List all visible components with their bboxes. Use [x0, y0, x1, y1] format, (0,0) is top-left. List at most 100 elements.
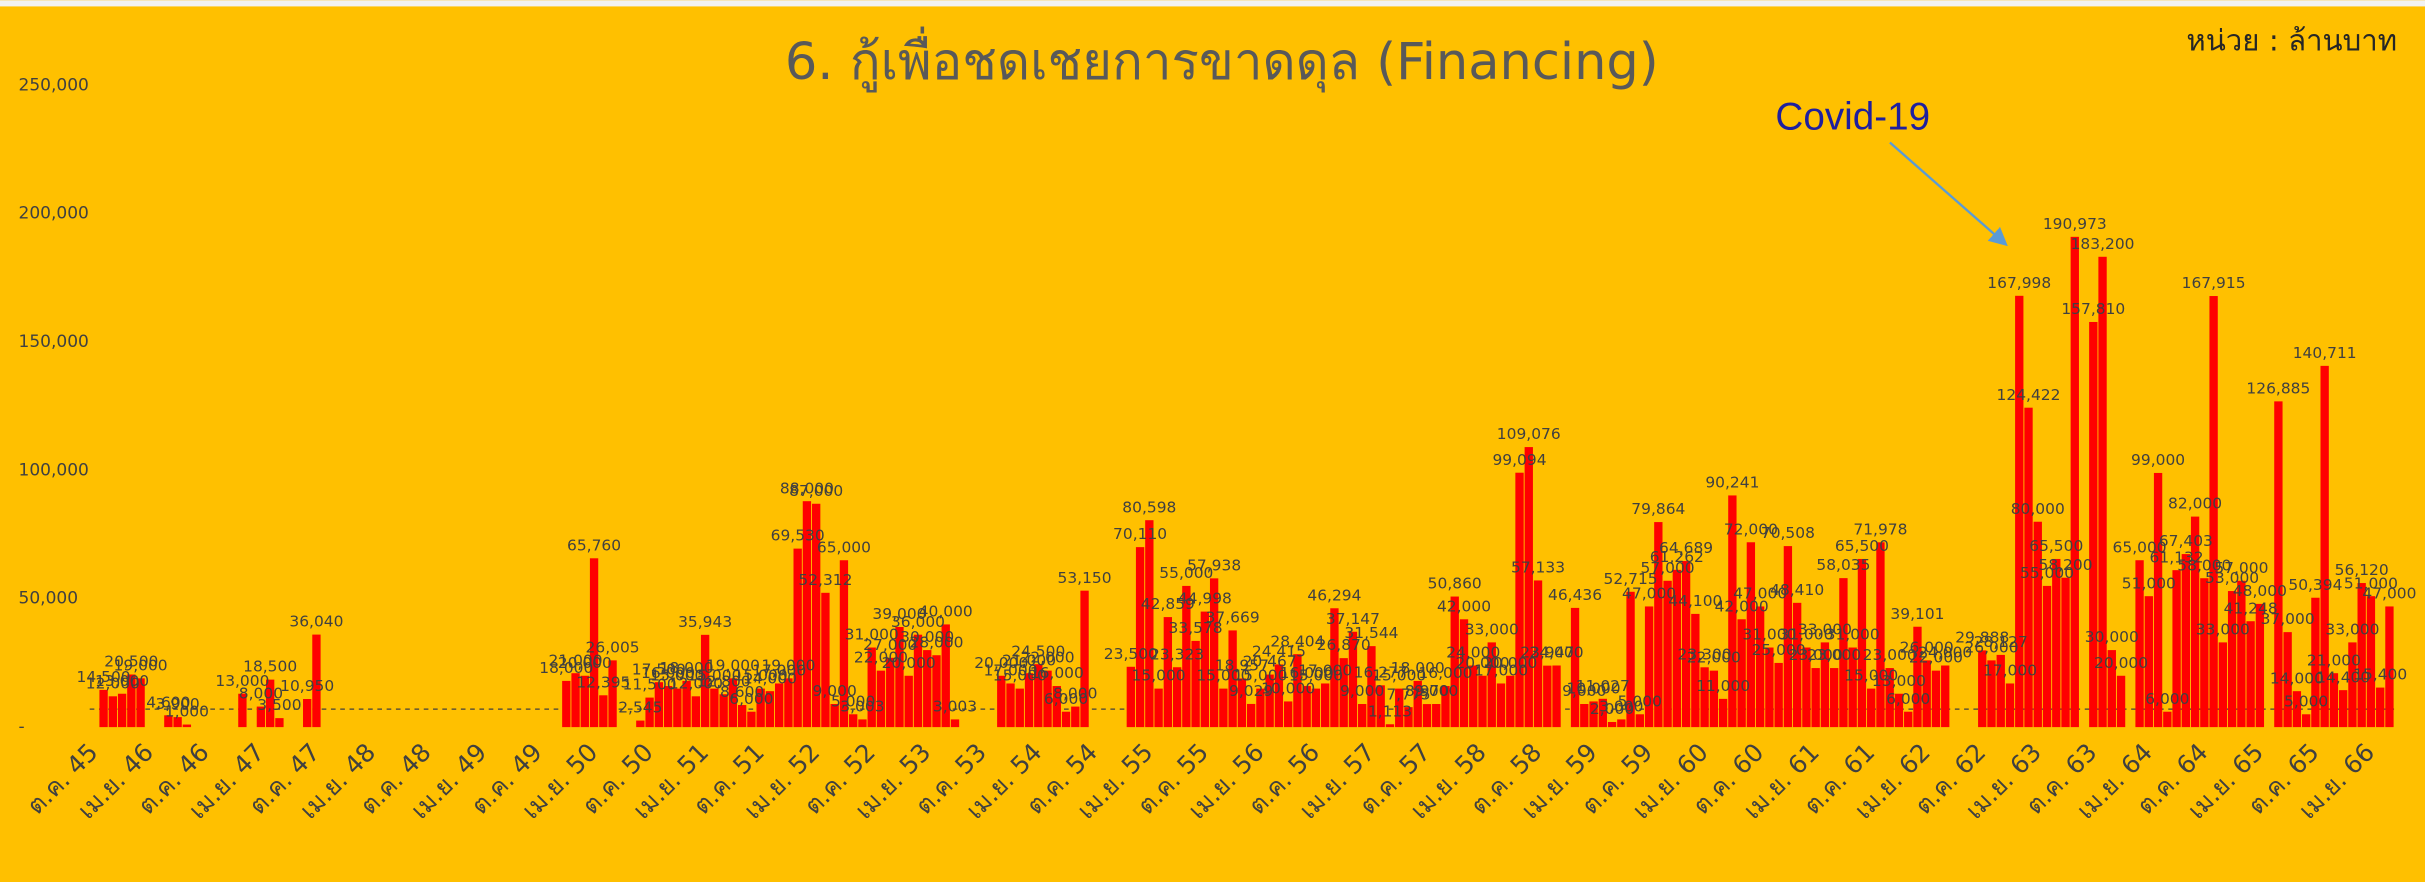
bar [1024, 673, 1034, 728]
bar [2172, 570, 2181, 728]
data-label: 47,000 [1733, 585, 1787, 603]
data-label: 47,000 [2362, 585, 2416, 603]
bar [2320, 365, 2329, 728]
data-label: 29,888 [1955, 629, 2009, 647]
bar [136, 678, 145, 728]
data-label: 21,000 [2307, 651, 2361, 669]
data-label: 17,000 [1983, 662, 2037, 680]
data-label: 23,947 [1520, 644, 1574, 662]
bar [1607, 721, 1617, 728]
bar [1830, 668, 1839, 728]
data-label: 42,000 [1437, 597, 1491, 615]
data-label: 18,500 [243, 658, 297, 676]
bar [1080, 590, 1089, 728]
bar [1348, 631, 1358, 728]
bar [1339, 658, 1348, 728]
y-tick-label: 250,000 [19, 75, 89, 95]
bar [2033, 521, 2042, 728]
bar [1672, 569, 1682, 728]
bar [275, 718, 284, 728]
bar [1006, 683, 1015, 728]
data-label: 31,000 [1742, 626, 1796, 644]
bar [645, 697, 654, 728]
bar [2015, 295, 2024, 728]
bar [2070, 236, 2079, 728]
data-label: 57,000 [2214, 559, 2268, 577]
bar [1811, 668, 1820, 728]
data-label: 61,132 [2150, 548, 2204, 566]
data-label: 5,000 [2284, 692, 2328, 710]
data-label: 90,241 [1705, 474, 1759, 492]
bar [1209, 578, 1219, 728]
bar [2200, 578, 2209, 728]
bar [1376, 685, 1385, 728]
data-label: 80,598 [1122, 498, 1176, 516]
data-label: 44,998 [1178, 590, 1232, 608]
data-label: 11,027 [1576, 677, 1630, 695]
data-label: 2,545 [618, 699, 662, 717]
bar [1857, 558, 1867, 728]
data-label: 26,870 [1317, 636, 1371, 654]
bar [1589, 701, 1598, 728]
data-label: 22,000 [854, 649, 908, 667]
bar [756, 688, 765, 728]
data-label: 6,000 [1044, 690, 1088, 708]
data-label: 58,000 [2177, 556, 2231, 574]
bar [1996, 654, 2005, 728]
data-label: 16,000 [1280, 664, 1334, 682]
data-label: 87,000 [789, 482, 843, 500]
data-label: 31,000 [1779, 626, 1833, 644]
bar [1311, 688, 1321, 728]
data-label: 24,415 [1252, 643, 1306, 661]
bar [1635, 714, 1644, 728]
data-label: 46,294 [1307, 586, 1361, 604]
bar [812, 503, 821, 728]
bar [1200, 611, 1210, 728]
y-tick-label: 150,000 [19, 332, 89, 352]
data-label: 11,500 [623, 676, 677, 694]
bar [2163, 711, 2172, 728]
bar [886, 657, 895, 728]
data-label: 28,000 [909, 633, 963, 651]
data-label: 57,133 [1511, 559, 1565, 577]
bar [2339, 690, 2348, 728]
bar [1904, 711, 1913, 728]
chart-title: 6. กู้เพื่อชดเชยการขาดดุล (Financing) [785, 27, 1659, 93]
data-label: 109,076 [1497, 425, 1561, 443]
data-label: 31,000 [845, 626, 899, 644]
data-label: 20,000 [1455, 654, 1509, 672]
bar [1644, 606, 1654, 728]
bar [941, 624, 950, 728]
data-label: 27,000 [863, 636, 917, 654]
bar [1043, 670, 1052, 728]
bar [2237, 580, 2246, 728]
bar [1172, 667, 1182, 728]
data-label: 23,000 [1807, 646, 1861, 664]
bar [1496, 683, 1506, 728]
bar [1709, 670, 1719, 728]
bar [1061, 711, 1071, 728]
bar [876, 670, 886, 728]
data-label: 16,000 [1418, 664, 1472, 682]
data-label: 5,000 [1618, 692, 1662, 710]
data-label: 15,000 [1844, 667, 1898, 685]
data-label: 8,000 [239, 685, 283, 703]
data-label: 71,978 [1853, 520, 1907, 538]
bar [950, 719, 960, 728]
bar [1283, 701, 1293, 728]
data-label: 13,000 [215, 672, 269, 690]
data-label: 48,410 [1770, 581, 1824, 599]
bar [2190, 516, 2200, 728]
data-label: 4,600 [146, 693, 190, 711]
bar [2153, 472, 2163, 728]
bar [2301, 714, 2311, 728]
bar [1931, 670, 1941, 728]
bar [2274, 401, 2283, 728]
data-label: 26,000 [1964, 638, 2018, 656]
data-label: 23,000 [1863, 646, 1917, 664]
bar [571, 673, 580, 728]
bar [700, 634, 710, 728]
data-label: 20,000 [974, 654, 1028, 672]
bar [1191, 640, 1200, 728]
bar [1552, 665, 1561, 728]
